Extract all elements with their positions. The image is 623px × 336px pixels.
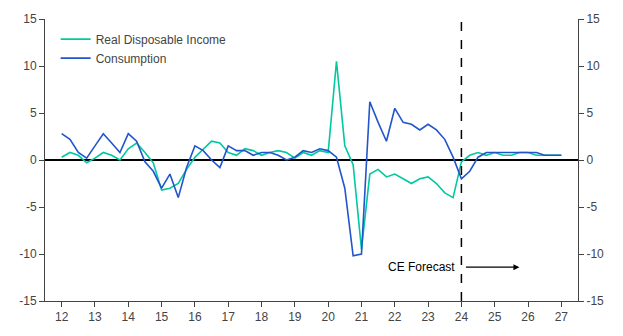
svg-text:15: 15 <box>155 310 169 324</box>
svg-text:12: 12 <box>55 310 69 324</box>
svg-text:0: 0 <box>586 153 593 167</box>
svg-text:27: 27 <box>555 310 569 324</box>
svg-text:25: 25 <box>488 310 502 324</box>
svg-text:20: 20 <box>321 310 335 324</box>
svg-text:23: 23 <box>421 310 435 324</box>
svg-text:14: 14 <box>122 310 136 324</box>
svg-text:10: 10 <box>23 59 37 73</box>
svg-text:15: 15 <box>23 12 37 26</box>
svg-text:24: 24 <box>455 310 469 324</box>
svg-text:Real Disposable Income: Real Disposable Income <box>96 33 226 47</box>
svg-text:-5: -5 <box>26 200 37 214</box>
svg-text:22: 22 <box>388 310 402 324</box>
svg-text:5: 5 <box>30 106 37 120</box>
svg-text:-15: -15 <box>19 294 37 308</box>
svg-text:16: 16 <box>188 310 202 324</box>
svg-text:5: 5 <box>586 106 593 120</box>
svg-text:19: 19 <box>288 310 302 324</box>
svg-text:-10: -10 <box>586 247 604 261</box>
svg-text:13: 13 <box>88 310 102 324</box>
svg-text:-15: -15 <box>586 294 604 308</box>
svg-text:CE Forecast: CE Forecast <box>388 260 455 274</box>
svg-text:10: 10 <box>586 59 600 73</box>
svg-text:15: 15 <box>586 12 600 26</box>
svg-text:26: 26 <box>521 310 535 324</box>
svg-text:18: 18 <box>255 310 269 324</box>
svg-text:21: 21 <box>355 310 369 324</box>
svg-text:17: 17 <box>222 310 236 324</box>
svg-text:-10: -10 <box>19 247 37 261</box>
svg-text:-5: -5 <box>586 200 597 214</box>
svg-text:Consumption: Consumption <box>96 52 167 66</box>
svg-text:0: 0 <box>30 153 37 167</box>
